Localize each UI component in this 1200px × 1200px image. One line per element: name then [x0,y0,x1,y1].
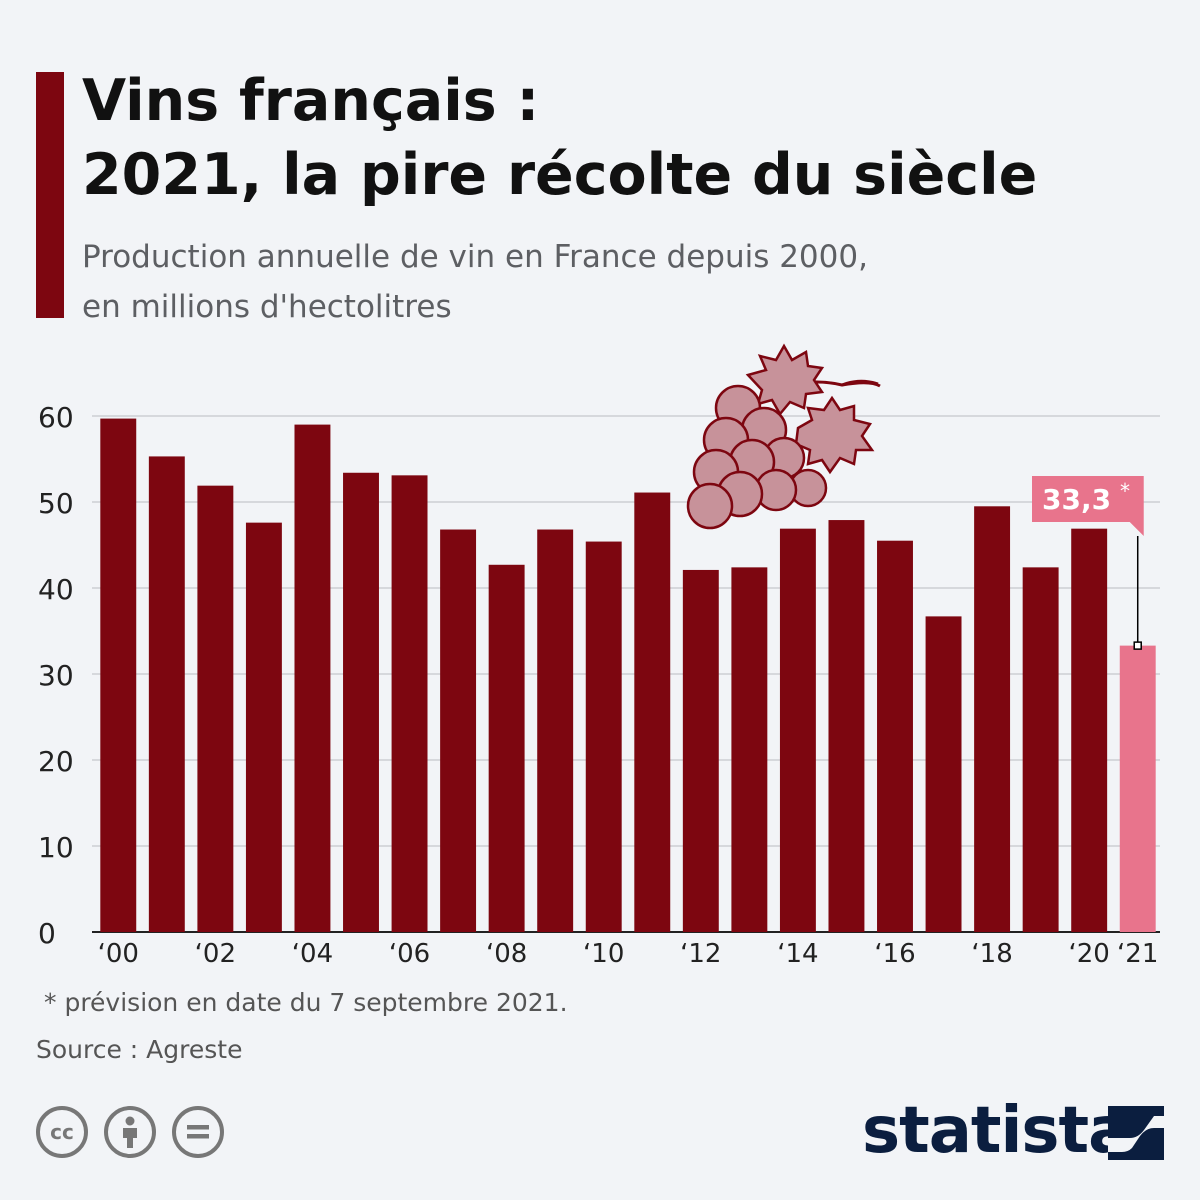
bar-2010 [585,541,622,932]
y-tick-label: 0 [38,917,56,950]
bar-2020 [1071,528,1108,932]
bar-2011 [634,492,671,932]
bar-2002 [197,485,234,932]
callout-value: 33,3 [1042,483,1111,516]
x-tick-label: ‘20 [1069,939,1110,969]
y-tick-label: 10 [38,831,74,864]
x-tick-label: ‘16 [874,939,915,969]
subtitle-line-2: en millions d'hectolitres [82,289,452,325]
bar-2006 [391,475,428,932]
statista-logo-icon[interactable] [1108,1106,1164,1160]
bar-2009 [537,529,574,932]
bar-2003 [245,522,282,932]
title-line-1: Vins français : [82,68,540,134]
callout-marker [1133,641,1142,650]
x-tick-label: ‘10 [583,939,624,969]
accent-bar [36,72,64,318]
x-tick-label: ‘00 [98,939,139,969]
subtitle-line-1: Production annuelle de vin en France dep… [82,239,868,275]
x-tick-label: ‘12 [680,939,721,969]
bar-2018 [974,506,1011,932]
x-tick-label: ‘21 [1117,939,1158,969]
y-tick-label: 30 [38,659,74,692]
bar-chart: 0 10 20 30 40 50 60 ‘00 ‘02 ‘04 ‘06 ‘08 ‘10 ‘12 ‘14 ‘1… [38,343,1160,969]
x-tick-label: ‘06 [389,939,430,969]
highlight-callout: 33,3 * [1032,476,1144,650]
source: Source : Agreste [36,1035,243,1064]
bar-2015 [828,520,865,932]
grape-icon [686,343,881,530]
bar-2014 [779,528,816,932]
y-tick-label: 60 [38,401,74,434]
bar-2007 [440,529,477,932]
y-tick-label: 40 [38,573,74,606]
bar-2012 [682,569,719,932]
x-tick-label: ‘04 [292,939,333,969]
bars [100,418,1156,933]
y-tick-label: 20 [38,745,74,778]
bar-2000 [100,418,137,933]
attribution-icon[interactable] [104,1106,156,1158]
x-tick-label: ‘02 [195,939,236,969]
bar-2019 [1022,567,1059,932]
y-tick-label: 50 [38,487,74,520]
callout-asterisk: * [1120,479,1130,503]
page-title: Vins français : 2021, la pire récolte du… [82,64,1172,212]
x-axis-ticks: ‘00 ‘02 ‘04 ‘06 ‘08 ‘10 ‘12 ‘14 ‘16 ‘18 ‘20 ‘21 [98,939,1159,969]
y-axis-ticks: 0 10 20 30 40 50 60 [38,401,74,950]
callout-box [1032,476,1144,536]
bar-2001 [148,456,185,932]
subtitle: Production annuelle de vin en France dep… [82,232,1082,332]
x-tick-label: ‘18 [971,939,1012,969]
bar-2013 [731,567,768,932]
x-tick-label: ‘14 [777,939,818,969]
license-icons: cc [36,1106,224,1158]
no-derivatives-icon[interactable] [172,1106,224,1158]
bar-2016 [877,540,913,932]
bar-2005 [343,472,379,932]
cc-icon[interactable]: cc [36,1106,88,1158]
title-line-2: 2021, la pire récolte du siècle [82,142,1038,208]
statista-wordmark[interactable]: statista [862,1094,1131,1168]
bar-2017 [925,616,962,932]
bar-2008 [488,564,525,932]
footnote: * prévision en date du 7 septembre 2021. [44,988,568,1017]
bar-2021 [1119,645,1156,932]
bar-2004 [294,424,331,932]
x-tick-label: ‘08 [486,939,527,969]
